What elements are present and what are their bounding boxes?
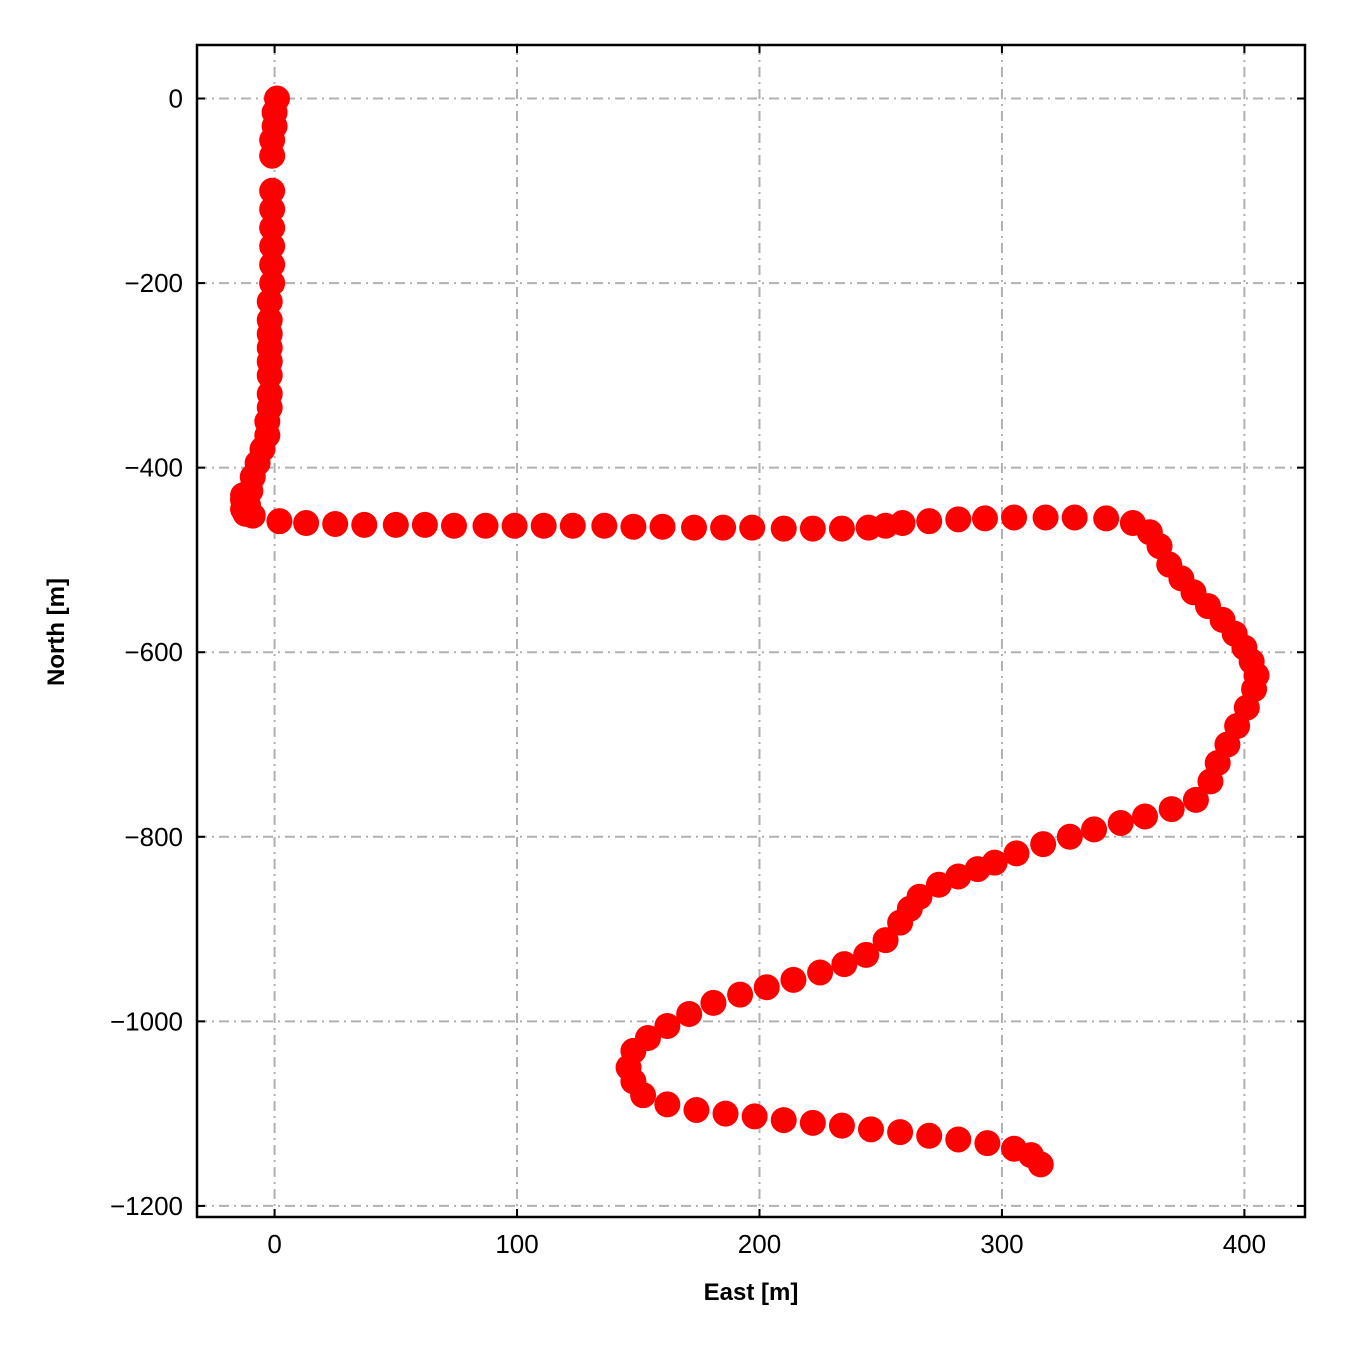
x-tick-label: 100: [495, 1229, 538, 1259]
data-point: [676, 1000, 703, 1027]
data-point: [630, 1082, 657, 1109]
data-point: [1001, 504, 1028, 531]
data-point: [945, 1126, 972, 1153]
data-point: [1107, 809, 1134, 836]
data-point: [1093, 505, 1120, 532]
data-point: [727, 981, 754, 1008]
data-point: [559, 512, 586, 539]
data-point: [925, 871, 952, 898]
data-point: [501, 512, 528, 539]
data-point: [770, 515, 797, 542]
data-point: [889, 510, 916, 537]
data-point: [887, 909, 914, 936]
y-tick-label: −800: [124, 822, 183, 852]
data-point: [770, 1107, 797, 1134]
data-point: [1027, 1151, 1054, 1178]
data-point: [256, 362, 283, 389]
data-point: [872, 927, 899, 954]
data-point: [382, 511, 409, 538]
y-tick-label: −400: [124, 453, 183, 483]
y-tick-label: −1000: [110, 1006, 183, 1036]
data-point: [683, 1096, 710, 1123]
data-point: [887, 1119, 914, 1146]
y-tick-label: −600: [124, 637, 183, 667]
x-tick-label: 0: [267, 1229, 281, 1259]
data-point: [530, 512, 557, 539]
data-point: [472, 512, 499, 539]
x-tick-label: 300: [980, 1229, 1023, 1259]
data-point: [1197, 768, 1224, 795]
data-point: [828, 1112, 855, 1139]
data-point: [853, 941, 880, 968]
data-point: [230, 482, 257, 509]
x-axis-label: East [m]: [704, 1279, 799, 1306]
grid: [197, 45, 1305, 1217]
data-point: [256, 288, 283, 315]
data-point: [916, 1122, 943, 1149]
data-point: [259, 177, 286, 204]
data-point: [807, 959, 834, 986]
data-point: [974, 1130, 1001, 1157]
data-point: [620, 513, 647, 540]
data-point: [293, 510, 320, 537]
data-point: [1131, 803, 1158, 830]
data-point: [712, 1100, 739, 1127]
data-point: [1056, 823, 1083, 850]
data-point: [1182, 786, 1209, 813]
data-point: [259, 142, 286, 169]
data-point: [828, 515, 855, 542]
data-point: [741, 1103, 768, 1130]
data-point: [591, 512, 618, 539]
data-point: [858, 1116, 885, 1143]
data-point: [710, 514, 737, 541]
data-point: [799, 515, 826, 542]
data-point: [259, 233, 286, 260]
data-point: [239, 502, 266, 529]
data-point: [1003, 840, 1030, 867]
data-point: [1081, 816, 1108, 843]
data-point: [799, 1109, 826, 1136]
data-point: [259, 196, 286, 223]
data-point: [753, 974, 780, 1001]
data-point: [1061, 504, 1088, 531]
y-tick-label: −200: [124, 268, 183, 298]
data-point: [259, 214, 286, 241]
data-point: [971, 505, 998, 532]
data-point: [440, 512, 467, 539]
data-point: [654, 1091, 681, 1118]
data-point: [739, 514, 766, 541]
data-point: [266, 508, 293, 535]
data-point: [916, 508, 943, 535]
y-tick-label: 0: [169, 84, 183, 114]
data-point: [945, 863, 972, 890]
data-point: [351, 511, 378, 538]
x-tick-label: 200: [738, 1229, 781, 1259]
data-point: [945, 506, 972, 533]
y-axis-label: North [m]: [43, 578, 70, 686]
data-point: [780, 966, 807, 993]
data-point: [322, 510, 349, 537]
data-point: [649, 513, 676, 540]
data-points: [230, 85, 1270, 1178]
data-point: [654, 1012, 681, 1039]
data-point: [1158, 796, 1185, 823]
data-point: [411, 511, 438, 538]
plot-frame: [195, 43, 1307, 1219]
x-tick-label: 400: [1223, 1229, 1266, 1259]
data-point: [831, 951, 858, 978]
y-tick-label: −1200: [110, 1191, 183, 1221]
data-point: [1032, 504, 1059, 531]
ticks: 0 100 200 300 400 0 −200 −400 −600 −800 −1000 −1200: [110, 45, 1305, 1259]
data-point: [259, 251, 286, 278]
data-point: [681, 514, 708, 541]
data-point: [1030, 831, 1057, 858]
data-point: [700, 989, 727, 1016]
